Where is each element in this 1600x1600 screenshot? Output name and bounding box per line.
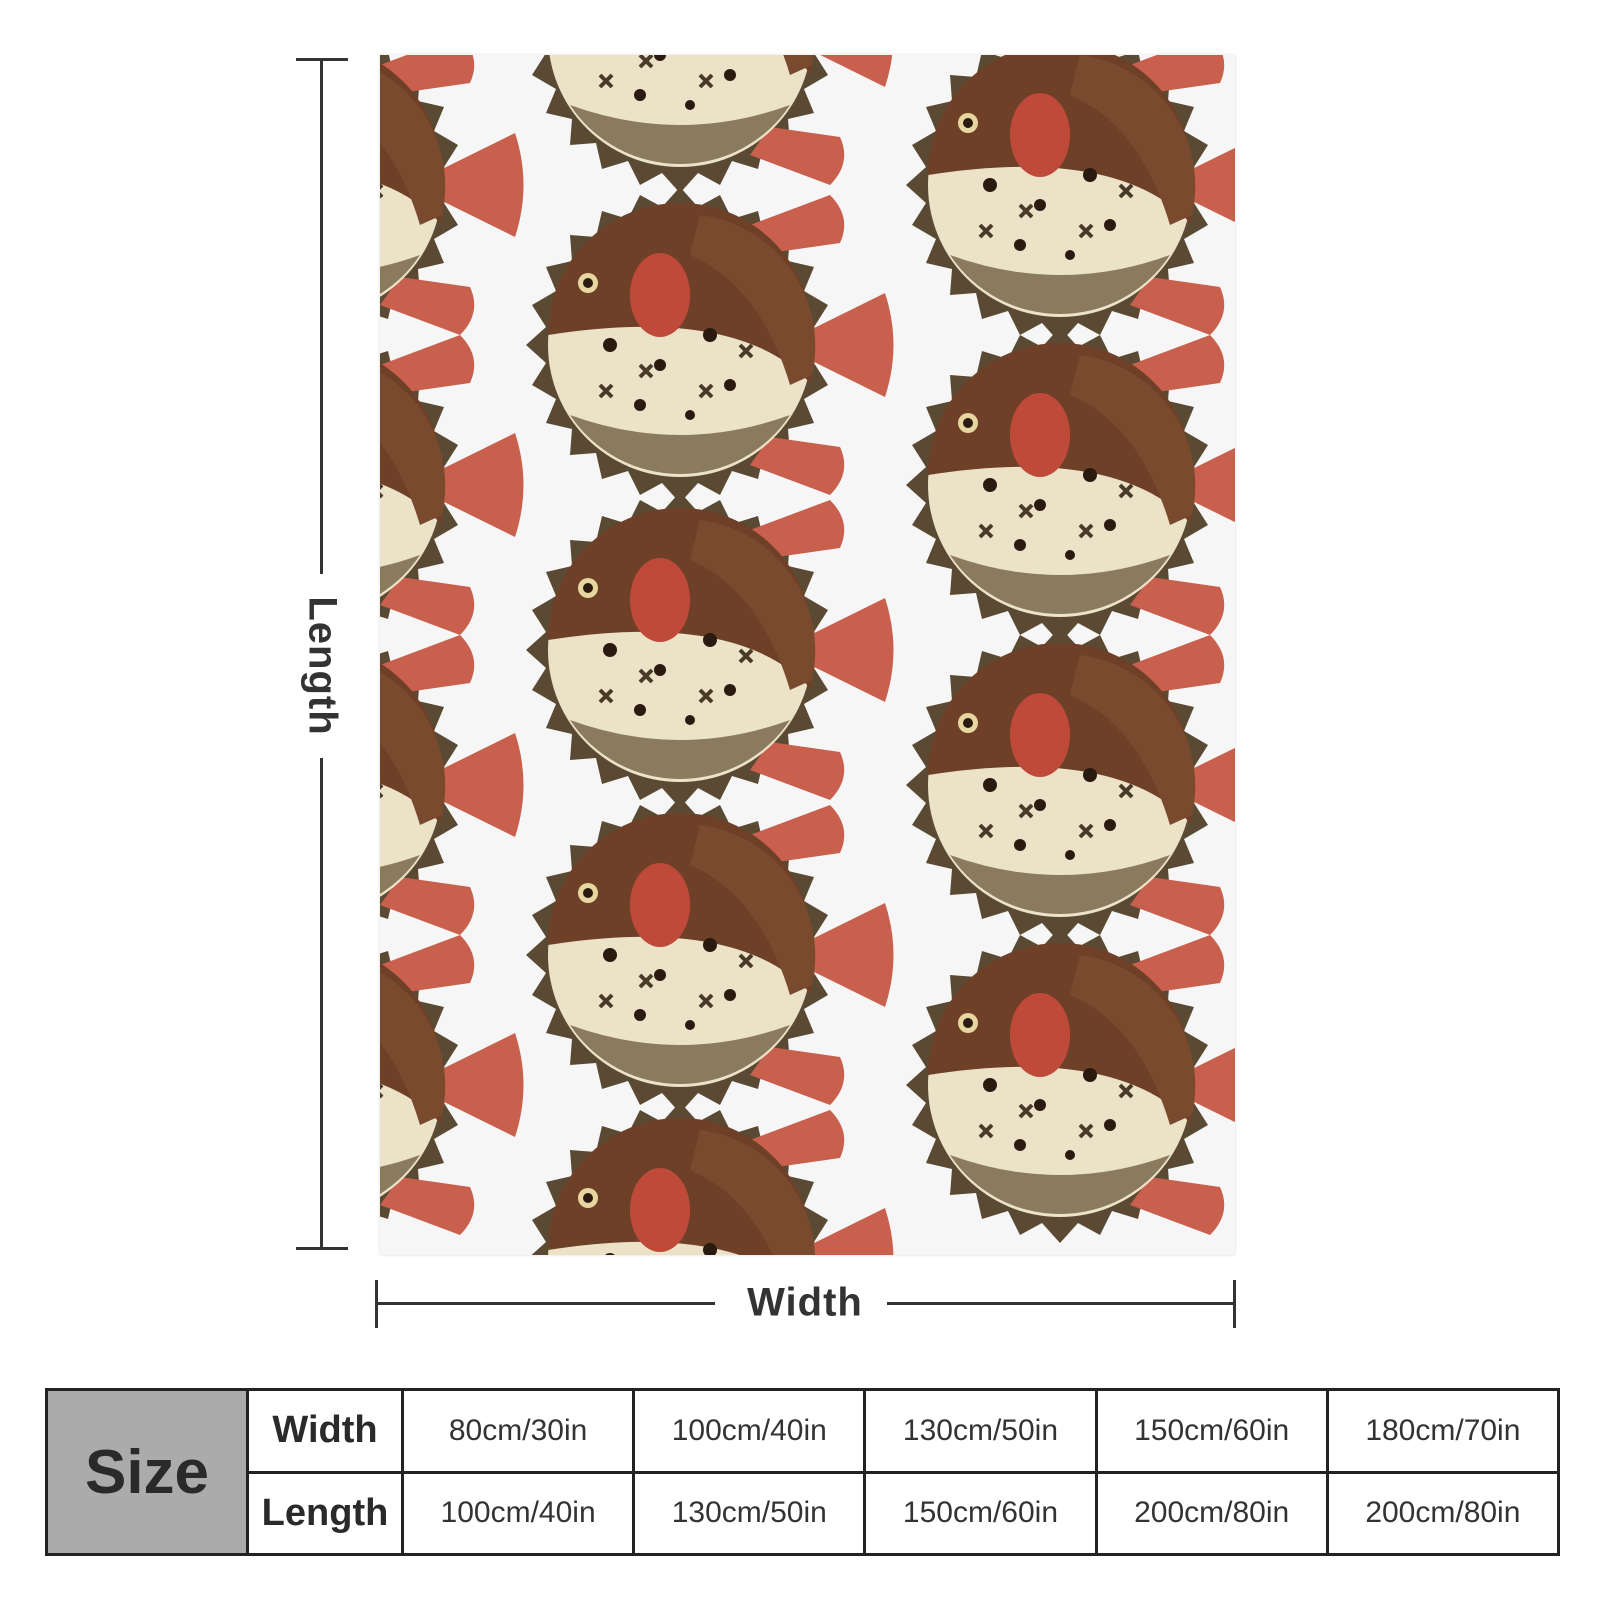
width-cell: 100cm/40in [632, 1388, 867, 1474]
blanket-product-image [380, 55, 1235, 1255]
width-cell: 180cm/70in [1325, 1388, 1561, 1474]
width-label: Width [747, 1280, 863, 1325]
length-cell: 150cm/60in [863, 1470, 1098, 1556]
length-row-label: Length [246, 1470, 404, 1556]
width-dimension-marker: Width [375, 1280, 1236, 1328]
length-cell: 200cm/80in [1325, 1470, 1561, 1556]
length-cell: 130cm/50in [632, 1470, 867, 1556]
width-row: Size Width 80cm/30in 100cm/40in 130cm/50… [45, 1388, 1561, 1556]
length-row: Length 100cm/40in 130cm/50in 150cm/60in … [47, 1470, 1561, 1556]
length-label: Length [300, 596, 345, 736]
width-cell: 130cm/50in [863, 1388, 1098, 1474]
size-heading: Size [45, 1388, 249, 1556]
width-row-label: Width [246, 1388, 404, 1474]
length-cell: 200cm/80in [1094, 1470, 1329, 1556]
width-cell: 150cm/60in [1094, 1388, 1329, 1474]
length-cell: 100cm/40in [400, 1470, 636, 1556]
width-cell: 80cm/30in [400, 1388, 636, 1474]
length-dimension-marker: Length [296, 58, 348, 1250]
size-table: Size Width 80cm/30in 100cm/40in 130cm/50… [45, 1388, 1561, 1556]
